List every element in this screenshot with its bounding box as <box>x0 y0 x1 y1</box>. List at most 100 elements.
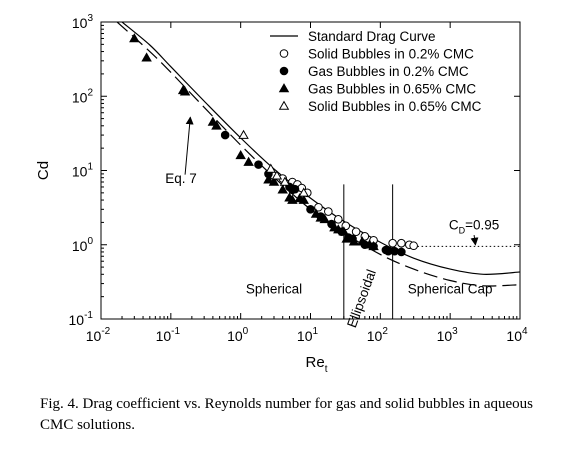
annotation-text: CD=0.95 <box>449 218 499 236</box>
marker-triangle-filled <box>368 241 379 251</box>
marker-triangle-filled <box>298 194 309 204</box>
marker-circle-open <box>314 202 323 212</box>
x-tick-label: 103 <box>437 326 459 344</box>
curve-dashed <box>116 22 520 287</box>
marker-triangle-filled <box>243 156 254 166</box>
y-tick-label-base: 10 <box>72 15 88 31</box>
marker-triangle-filled <box>277 184 288 194</box>
drag-coefficient-chart: 10-2 10-1 100 101 102 103 10410-1100101102103 … <box>35 13 528 375</box>
marker-triangle-filled <box>310 208 322 218</box>
annotation-base: C <box>449 218 459 233</box>
x-tick-label-base: 10 <box>297 328 313 344</box>
x-tick-label: 100 <box>227 326 249 344</box>
annotation-sub: D <box>459 226 466 236</box>
marker-triangle-open <box>278 100 290 110</box>
x-tick-label-base: 10 <box>506 328 522 344</box>
marker-circle-open <box>279 49 289 58</box>
marker-triangle-filled <box>333 224 344 234</box>
marker-circle-filled <box>397 247 406 257</box>
marker-circle-filled <box>279 66 289 76</box>
marker-triangle-filled <box>319 213 330 224</box>
marker-triangle-filled <box>268 176 280 186</box>
marker-triangle-filled <box>263 174 274 184</box>
marker-circle-open <box>397 238 406 248</box>
y-tick-label-exp: 3 <box>87 13 93 24</box>
x-tick-label: 10-1 <box>156 326 181 344</box>
marker-triangle-open <box>298 187 309 197</box>
marker-circle-filled <box>254 160 263 169</box>
annotation-rest: =0.95 <box>465 218 499 233</box>
annotation-text: Eq. 7 <box>165 171 197 186</box>
x-tick-label-exp: 0 <box>243 326 249 337</box>
y-tick-label-base: 10 <box>72 238 88 254</box>
marker-triangle-filled <box>341 233 352 243</box>
y-tick-label-exp: 1 <box>87 162 93 173</box>
y-tick-label: 102 <box>72 87 94 105</box>
marker-circle-open <box>388 238 397 248</box>
x-tick-label-base: 10 <box>86 328 102 344</box>
marker-triangle-filled <box>179 86 191 96</box>
x-tick-label-base: 10 <box>367 328 383 344</box>
marker-circle-filled <box>290 184 300 194</box>
marker-circle-filled <box>306 205 315 214</box>
legend-label: Gas Bubbles in 0.2% CMC <box>308 64 469 79</box>
marker-triangle-filled <box>211 120 222 130</box>
x-tick-label: 101 <box>297 326 319 344</box>
marker-circle-open <box>409 241 418 251</box>
marker-triangle-filled <box>348 236 360 246</box>
y-tick-label-base: 10 <box>69 312 85 328</box>
y-tick-label: 103 <box>72 13 94 31</box>
x-tick-label-exp: 4 <box>522 326 528 337</box>
x-tick-label-base: 10 <box>437 328 453 344</box>
marker-triangle-open <box>238 129 249 139</box>
cd-leader-arrow <box>470 235 479 246</box>
x-axis-label-sub: t <box>325 364 328 375</box>
curve-solid <box>121 22 520 275</box>
annotation-text: Ellipsoidal <box>344 267 379 329</box>
legend-label: Solid Bubbles in 0.65% CMC <box>308 99 482 114</box>
annotation-text: Spherical <box>246 282 302 297</box>
legend-label: Gas Bubbles in 0.65% CMC <box>308 82 476 97</box>
marker-triangle-filled <box>129 33 140 43</box>
marker-circle-open <box>324 207 333 216</box>
y-tick-label-base: 10 <box>72 164 88 180</box>
legend-label: Solid Bubbles in 0.2% CMC <box>308 47 474 62</box>
x-tick-label-base: 10 <box>227 328 243 344</box>
y-axis-label: Cd <box>35 161 52 180</box>
legend-label: Standard Drag Curve <box>308 29 436 44</box>
marker-triangle-filled <box>278 83 290 93</box>
x-tick-label: 102 <box>367 326 389 344</box>
x-tick-label-exp: 2 <box>382 326 388 337</box>
x-tick-label: 104 <box>506 326 528 344</box>
y-tick-label-exp: 0 <box>87 236 93 247</box>
x-axis-label: Ret <box>306 354 328 375</box>
marker-triangle-filled <box>356 236 368 246</box>
marker-circle-open <box>333 215 343 224</box>
y-tick-label-exp: -1 <box>84 310 93 321</box>
y-tick-label: 101 <box>72 162 94 180</box>
x-tick-label: 10-2 <box>86 326 111 344</box>
marker-triangle-filled <box>287 194 298 204</box>
y-tick-label: 100 <box>72 236 94 254</box>
figure-caption: Fig. 4. Drag coefficient vs. Reynolds nu… <box>40 396 533 433</box>
plot-markers <box>129 33 418 257</box>
x-axis-label-base: Re <box>306 354 325 371</box>
marker-triangle-filled <box>141 52 152 62</box>
x-tick-label-exp: -1 <box>171 326 180 337</box>
x-tick-label-base: 10 <box>156 328 172 344</box>
marker-triangle-open <box>265 163 277 173</box>
x-tick-label-exp: 3 <box>452 326 458 337</box>
x-tick-label-exp: 1 <box>313 326 319 337</box>
y-tick-label-exp: 2 <box>87 87 93 98</box>
marker-triangle-open <box>279 176 291 186</box>
y-tick-label: 10-1 <box>69 310 94 328</box>
marker-circle-filled <box>220 130 230 140</box>
marker-triangle-filled <box>338 226 350 236</box>
marker-triangle-filled <box>235 149 246 160</box>
annotation-text: Spherical Cap <box>408 282 493 297</box>
marker-circle-open <box>351 227 361 236</box>
y-tick-label-base: 10 <box>72 89 88 105</box>
eq7-leader-arrow <box>184 116 194 175</box>
legend: Standard Drag Curve Solid Bubbles in 0.2%… <box>270 29 482 114</box>
